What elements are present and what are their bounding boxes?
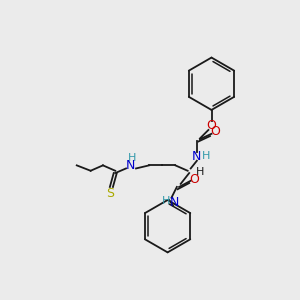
Text: H: H [202,151,210,161]
Text: H: H [128,153,136,163]
Text: N: N [192,150,202,163]
Text: O: O [210,125,220,138]
Text: O: O [190,173,200,186]
Text: N: N [126,159,135,172]
Text: H: H [196,167,204,176]
Text: N: N [170,196,179,209]
Text: H: H [162,196,170,206]
Text: S: S [106,187,114,200]
Text: O: O [207,119,216,132]
